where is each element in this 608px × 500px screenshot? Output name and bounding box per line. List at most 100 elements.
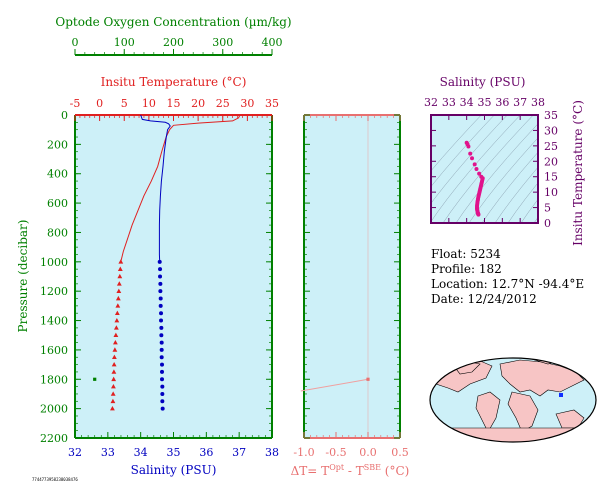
temperature-point — [113, 332, 119, 338]
ts-x-axis-label: Salinity (PSU) — [440, 75, 526, 89]
temperature-tick-label: 5 — [121, 97, 128, 110]
ts-point — [474, 167, 479, 171]
temperature-point — [115, 303, 121, 308]
oxygen-point — [93, 377, 97, 381]
temperature-tick-label: 15 — [167, 97, 181, 110]
salinity-point — [159, 340, 164, 345]
ts-y-tick-label: 5 — [544, 202, 551, 215]
temperature-point — [115, 295, 121, 301]
isopycnal — [442, 115, 534, 223]
ts-point — [477, 171, 482, 176]
ts-x-tick-label: 37 — [513, 96, 527, 109]
temperature-point — [112, 354, 117, 360]
salinity-point — [158, 267, 163, 272]
temperature-axis-label: Insitu Temperature (°C) — [101, 75, 247, 89]
oxygen-axis-label: Optode Oxygen Concentration (µm/kg) — [55, 15, 291, 29]
oxygen-tick-label: 300 — [212, 36, 233, 49]
float-id: Float: 5234 — [431, 247, 501, 261]
salinity-point — [160, 362, 165, 367]
salinity-tick-label: 34 — [134, 446, 148, 459]
location: Location: 12.7°N -94.4°E — [431, 277, 585, 291]
ts-point — [470, 156, 475, 161]
temperature-point — [111, 384, 116, 389]
pressure-tick-label: 800 — [47, 226, 68, 239]
continent — [555, 409, 585, 429]
salinity-point — [159, 325, 164, 330]
salinity-point — [158, 296, 163, 301]
ts-point — [472, 162, 477, 167]
pressure-tick-label: 2000 — [40, 403, 68, 416]
ts-x-tick-label: 32 — [424, 96, 438, 109]
pressure-tick-label: 0 — [61, 109, 68, 122]
salinity-point — [158, 289, 163, 294]
salinity-tick-label: 38 — [265, 446, 279, 459]
salinity-tick-label: 36 — [199, 446, 213, 459]
ts-x-tick-label: 38 — [531, 96, 545, 109]
dt-line — [300, 378, 369, 392]
temperature-point — [116, 288, 122, 293]
temperature-point — [112, 339, 118, 345]
salinity-point — [159, 311, 164, 316]
ts-y-axis-label: Insitu Temperature (°C) — [571, 100, 585, 246]
temperature-point — [114, 310, 120, 316]
isopycnal — [431, 115, 482, 172]
temperature-tick-label: 20 — [191, 97, 205, 110]
salinity-point — [160, 406, 165, 411]
pressure-tick-label: 1400 — [40, 315, 68, 328]
isopycnal — [455, 123, 538, 223]
temperature-point — [111, 369, 117, 374]
salinity-point — [160, 369, 165, 374]
temperature-line — [120, 114, 241, 262]
oxygen-tick-label: 200 — [163, 36, 184, 49]
dt-plot-background — [304, 115, 400, 438]
temperature-tick-label: 10 — [142, 97, 156, 110]
salinity-point — [160, 377, 165, 382]
salinity-point — [158, 281, 163, 286]
ts-x-tick-label: 36 — [495, 96, 509, 109]
isopycnal — [507, 182, 538, 223]
pressure-tick-label: 1200 — [40, 285, 68, 298]
dt-point — [366, 377, 370, 381]
pressure-tick-label: 400 — [47, 168, 68, 181]
salinity-point — [159, 347, 164, 352]
temperature-tick-label: 25 — [216, 97, 230, 110]
dt-tick-label: 0.5 — [391, 446, 409, 459]
temperature-tick-label: -5 — [70, 97, 81, 110]
ts-x-tick-label: 33 — [442, 96, 456, 109]
ts-point — [476, 212, 481, 217]
ts-y-tick-label: 20 — [544, 155, 558, 168]
salinity-tick-label: 32 — [68, 446, 82, 459]
temperature-point — [111, 376, 117, 382]
salinity-point — [160, 384, 165, 389]
profile-number: Profile: 182 — [431, 262, 502, 276]
salinity-point — [159, 333, 164, 338]
salinity-point — [158, 303, 163, 308]
dt-tick-label: -0.5 — [325, 446, 346, 459]
salinity-line — [140, 114, 171, 262]
salinity-tick-label: 35 — [167, 446, 181, 459]
ts-x-tick-label: 34 — [460, 96, 474, 109]
oxygen-tick-label: 400 — [262, 36, 283, 49]
ts-y-tick-label: 35 — [544, 109, 558, 122]
temperature-tick-label: 35 — [265, 97, 279, 110]
temperature-point — [110, 398, 116, 404]
temperature-point — [116, 281, 122, 286]
pressure-tick-label: 1800 — [40, 373, 68, 386]
temperature-point — [113, 325, 119, 330]
salinity-point — [157, 259, 162, 264]
dt-tick-label: -1.0 — [293, 446, 314, 459]
dt-profile-panel: -1.0 -0.5 0.0 0.5 ΔT= TOpt - TSBE (°C) — [291, 114, 409, 478]
ts-y-tick-label: 30 — [544, 124, 558, 137]
pressure-tick-label: 600 — [47, 197, 68, 210]
isopycnal — [520, 198, 538, 223]
float-info: Float: 5234 Profile: 182 Location: 12.7°… — [431, 247, 584, 307]
salinity-point — [158, 274, 163, 279]
isopycnal — [431, 115, 495, 187]
footer-code: 7744773958238038476 — [32, 477, 78, 482]
temperature-point — [114, 317, 120, 323]
dt-tick-label: 0.0 — [359, 446, 377, 459]
continent — [439, 427, 596, 442]
salinity-point — [160, 399, 165, 404]
